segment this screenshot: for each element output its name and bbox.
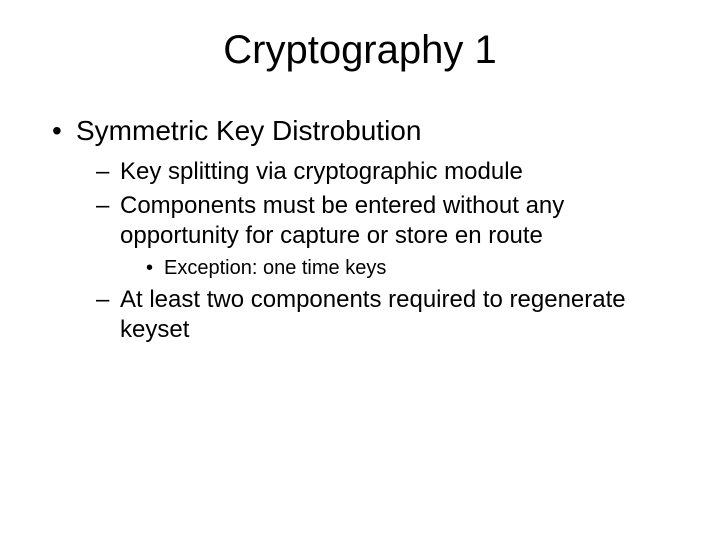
bullet-text: Key splitting via cryptographic module (120, 158, 523, 185)
list-item: Components must be entered without any o… (96, 191, 672, 281)
bullet-text: Exception: one time keys (164, 257, 386, 279)
bullet-text: Components must be entered without any o… (120, 192, 564, 249)
bullet-list-level1: Symmetric Key Distrobution Key splitting… (48, 115, 672, 345)
list-item: Key splitting via cryptographic module (96, 157, 672, 187)
list-item: At least two components required to rege… (96, 285, 672, 345)
bullet-text: At least two components required to rege… (120, 286, 626, 343)
bullet-text: Symmetric Key Distrobution (76, 115, 421, 146)
slide-title: Cryptography 1 (48, 28, 672, 73)
slide-container: Cryptography 1 Symmetric Key Distrobutio… (0, 0, 720, 540)
list-item: Symmetric Key Distrobution Key splitting… (48, 115, 672, 345)
bullet-list-level2: Key splitting via cryptographic module C… (76, 157, 672, 345)
list-item: Exception: one time keys (144, 255, 672, 281)
bullet-list-level3: Exception: one time keys (120, 255, 672, 281)
